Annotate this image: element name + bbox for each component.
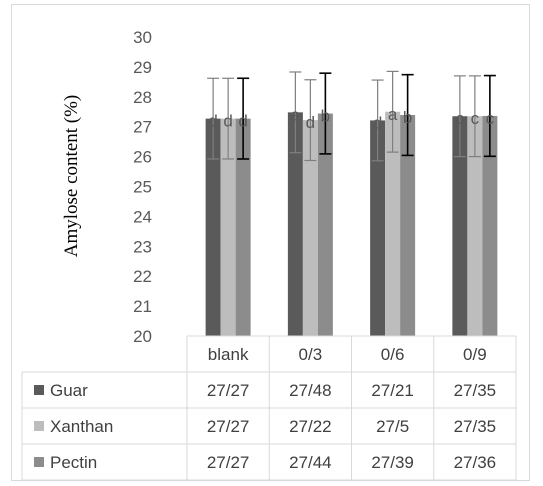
y-tick-label: 21 (133, 297, 152, 316)
table-cell: 27/44 (289, 453, 332, 472)
table-cell: 27/36 (454, 453, 497, 472)
y-tick-label: 27 (133, 118, 152, 137)
legend-label: Pectin (50, 453, 97, 472)
significance-letter: d (306, 113, 315, 132)
table-cell: 27/48 (289, 381, 332, 400)
table-cell: 27/39 (371, 453, 414, 472)
bar (400, 115, 416, 336)
y-tick-label: 25 (133, 178, 152, 197)
legend-label: Guar (50, 381, 88, 400)
category-label: blank (208, 345, 249, 364)
bar (482, 115, 498, 336)
bar (220, 118, 236, 336)
category-label: 0/6 (381, 345, 405, 364)
bar (302, 120, 318, 336)
bar (370, 120, 386, 337)
significance-letter: d (238, 112, 247, 131)
table-cell: 27/35 (454, 417, 497, 436)
significance-letter: a (291, 105, 301, 124)
table-cell: 27/27 (207, 417, 250, 436)
bar (317, 113, 333, 336)
bar (235, 118, 251, 336)
legend-swatch (34, 421, 44, 431)
y-tick-label: 30 (133, 28, 152, 47)
significance-letter: c (471, 109, 480, 128)
bar (385, 111, 401, 336)
bar (452, 116, 468, 336)
y-axis-label: Amylose content (%) (61, 95, 82, 258)
table-cell: 27/22 (289, 417, 332, 436)
significance-letter: d (208, 112, 217, 131)
bar (467, 116, 483, 336)
significance-letter: a (388, 105, 398, 124)
significance-letter: c (486, 109, 495, 128)
y-tick-label: 24 (133, 207, 152, 226)
y-tick-label: 29 (133, 58, 152, 77)
table-cell: 27/35 (454, 381, 497, 400)
y-tick-label: 22 (133, 267, 152, 286)
table-cell: 27/21 (371, 381, 414, 400)
chart-frame (11, 4, 530, 481)
significance-letter: b (321, 107, 330, 126)
y-tick-label: 23 (133, 237, 152, 256)
significance-letter: d (373, 113, 382, 132)
category-label: 0/3 (299, 345, 323, 364)
legend-swatch (34, 385, 44, 395)
significance-letter: b (403, 108, 412, 127)
category-label: 0/9 (463, 345, 487, 364)
significance-letter: c (456, 109, 465, 128)
table-cell: 27/27 (207, 381, 250, 400)
legend-swatch (34, 457, 44, 467)
significance-letter: d (223, 112, 232, 131)
y-tick-label: 20 (133, 327, 152, 346)
table-cell: 27/5 (376, 417, 409, 436)
y-tick-label: 26 (133, 148, 152, 167)
bar (205, 118, 221, 336)
table-cell: 27/27 (207, 453, 250, 472)
bar (287, 112, 303, 337)
legend-label: Xanthan (50, 417, 113, 436)
y-tick-label: 28 (133, 88, 152, 107)
